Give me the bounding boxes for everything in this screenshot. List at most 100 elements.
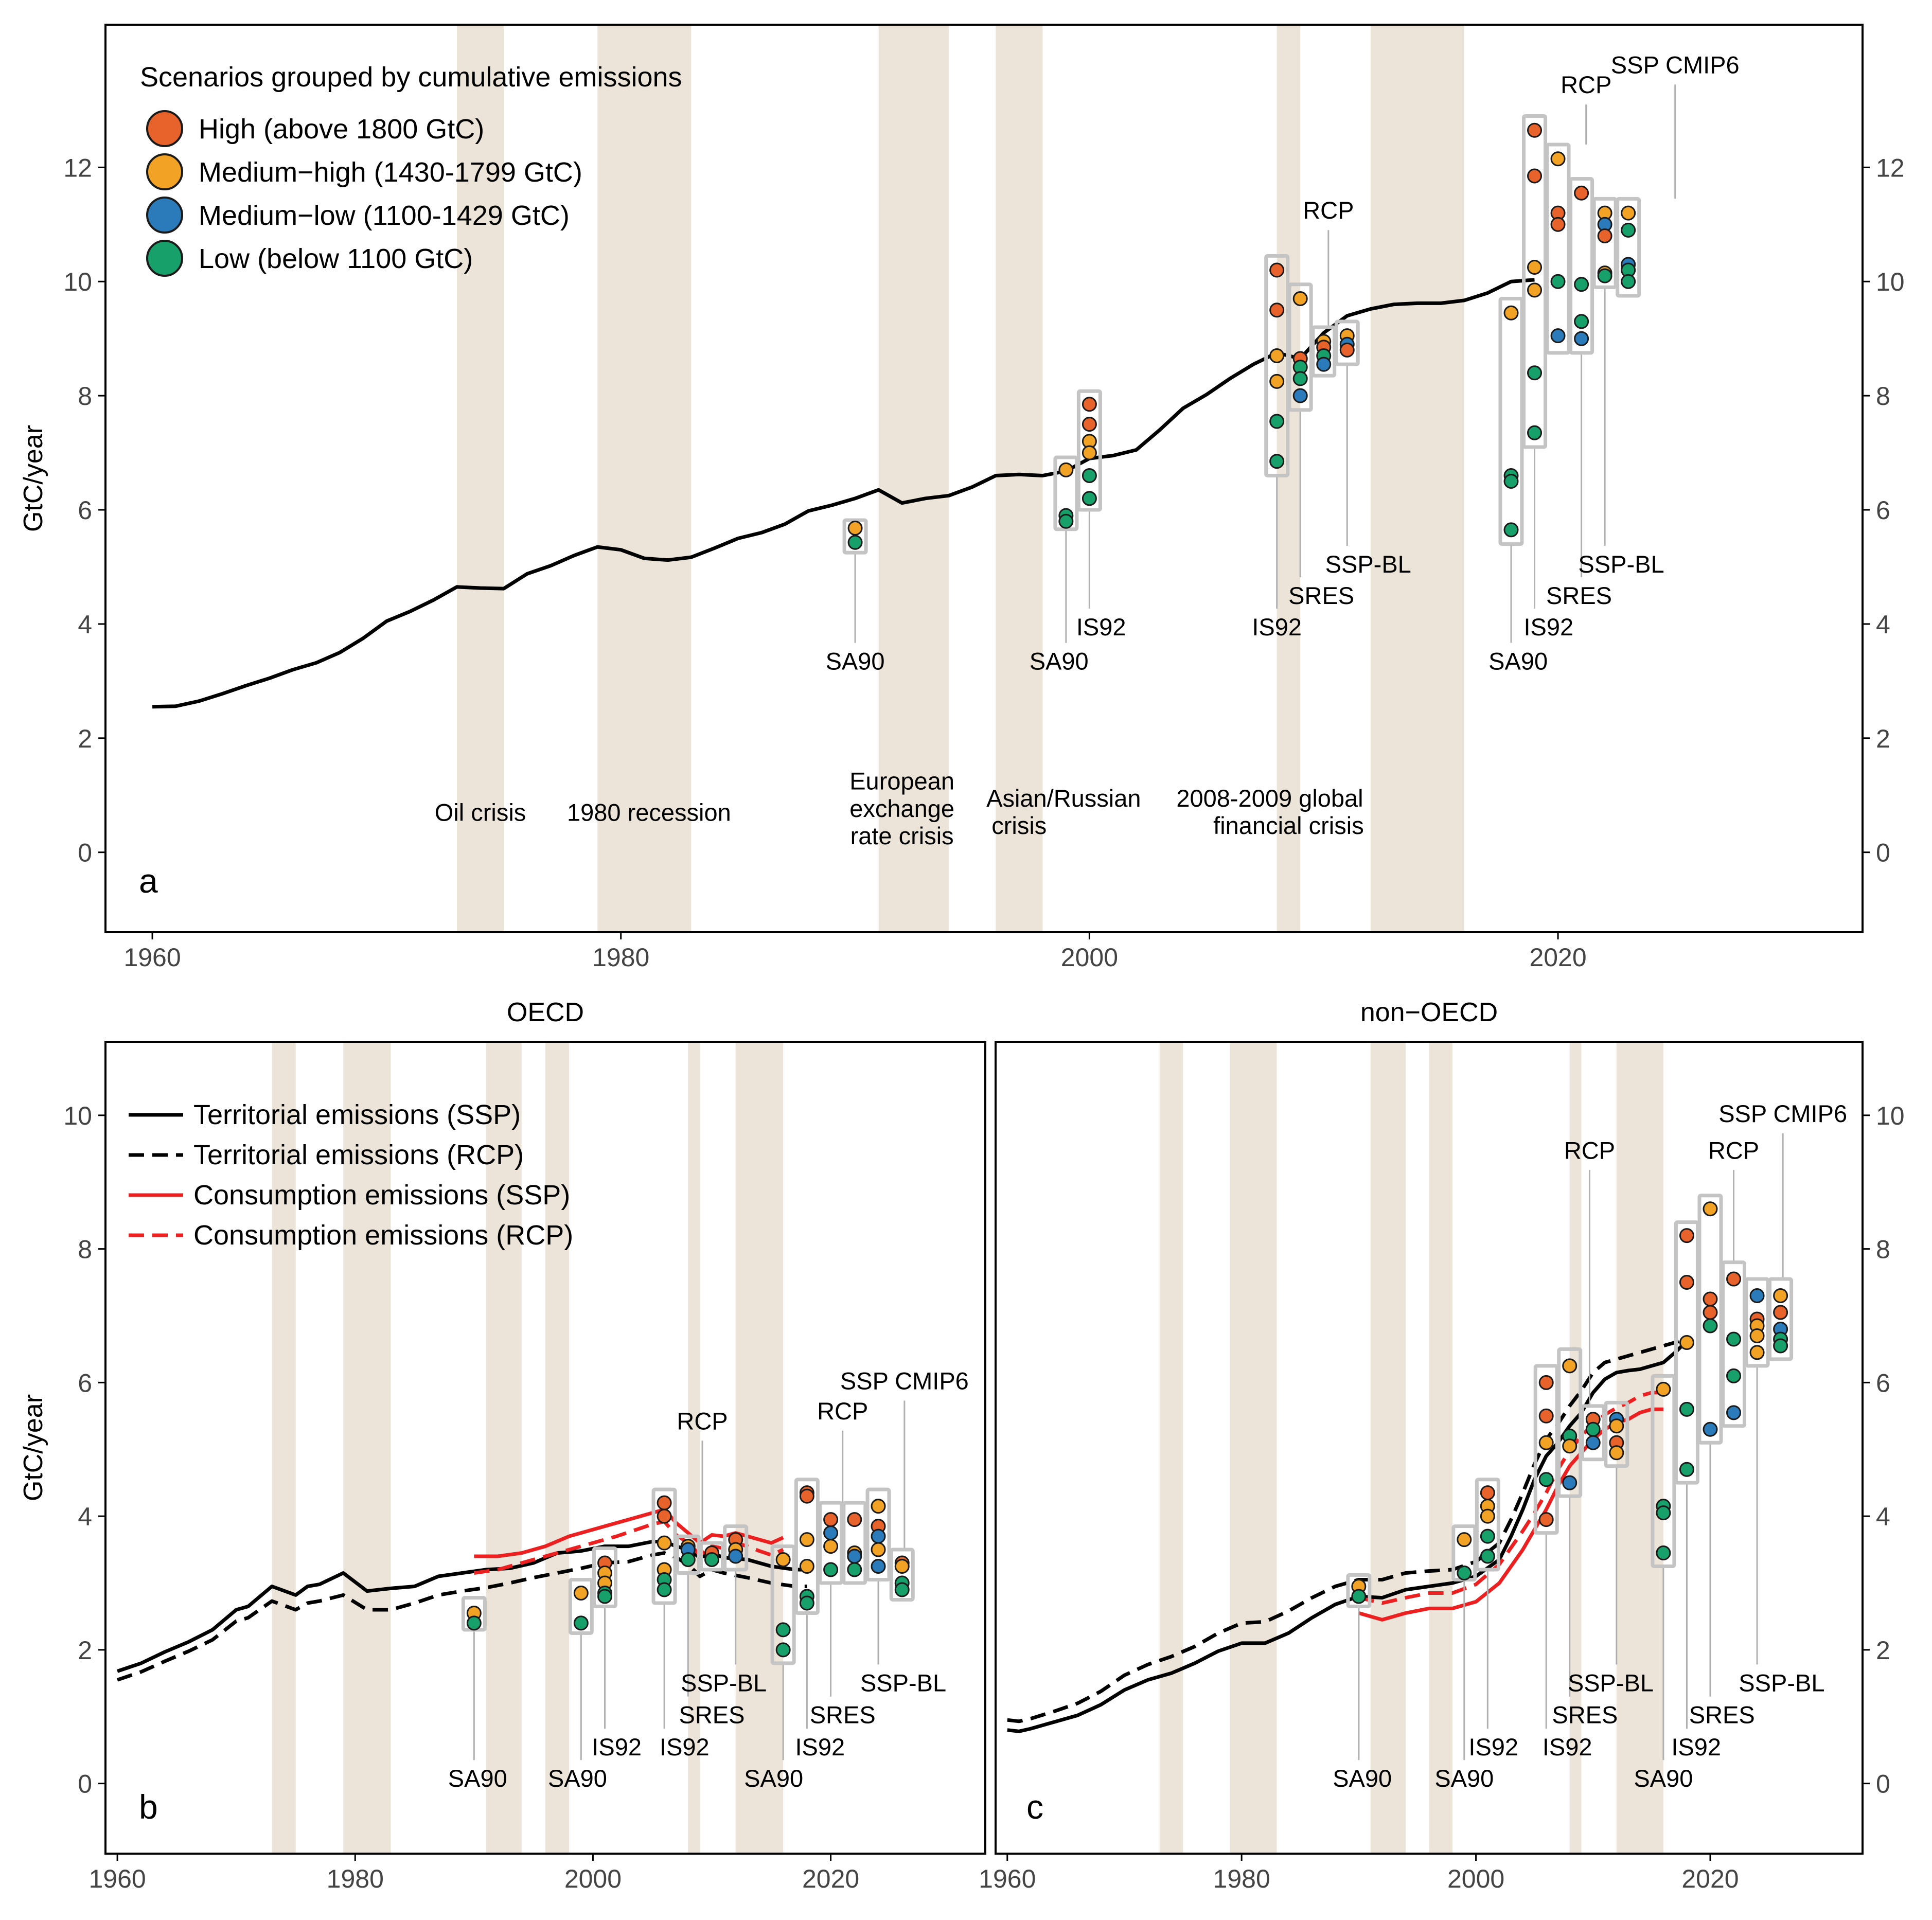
scenario-is92-point <box>1082 468 1097 483</box>
scenario-ssp-bl-point <box>1609 1445 1624 1461</box>
scenario-is92-point <box>1480 1549 1495 1564</box>
scenario-sres-point <box>1574 331 1589 346</box>
y-tick-label-right: 0 <box>1876 1770 1890 1799</box>
scenario-sa90-point <box>775 1622 791 1638</box>
scenario-sa90-label: SA90 <box>548 1765 607 1792</box>
scenario-rcp-box <box>1545 143 1571 355</box>
scenario-sa90-point <box>1503 474 1519 489</box>
scenario-ssp-bl-point <box>1597 268 1612 283</box>
scenario-ssp-cmip6-point <box>1621 274 1636 289</box>
panel-letter: a <box>139 862 158 900</box>
scenario-rcp-box <box>699 1541 725 1572</box>
panel-title: non−OECD <box>1360 998 1498 1027</box>
scenario-is92-box <box>1533 1364 1559 1535</box>
scenario-ssp-bl-point <box>871 1559 886 1574</box>
scenario-ssp-bl-point <box>871 1499 886 1514</box>
y-tick-label-right: 10 <box>1876 1101 1905 1130</box>
scenario-is92-point <box>1538 1375 1554 1390</box>
crisis-band-2 <box>1230 1042 1277 1854</box>
crisis-band-2 <box>343 1042 391 1854</box>
scenario-is92-point <box>799 1532 814 1548</box>
crisis-label: exchange <box>849 795 954 822</box>
scenario-is92-point <box>799 1559 814 1574</box>
y-tick-label: 4 <box>78 610 92 639</box>
crisis-band-2 <box>597 25 692 932</box>
scenario-sa90-point <box>775 1642 791 1658</box>
scenario-sres-point <box>1562 1475 1577 1490</box>
scenario-is92-point <box>1480 1528 1495 1544</box>
scenario-ssp-cmip6-point <box>1773 1288 1788 1304</box>
panel-letter: c <box>1026 1788 1043 1826</box>
scenario-is92-box <box>1674 1220 1699 1485</box>
scenario-is92-point <box>799 1595 814 1611</box>
scenario-sres-box <box>1287 282 1313 412</box>
y-tick-label: 2 <box>78 724 92 753</box>
y-tick-label: 6 <box>78 496 92 525</box>
scenario-sa90-point <box>1457 1532 1472 1548</box>
scenario-sres-point <box>680 1552 696 1568</box>
scenario-rcp-point <box>1550 217 1566 232</box>
scenario-sa90-point <box>1503 522 1519 538</box>
scenario-sres-label: SRES <box>1552 1701 1618 1729</box>
scenario-rcp-label: RCP <box>1708 1136 1759 1164</box>
plot-frame <box>104 1041 986 1855</box>
scenario-is92-point <box>657 1535 672 1551</box>
x-tick-label: 2000 <box>1061 943 1118 972</box>
scenario-is92-label: IS92 <box>660 1733 710 1761</box>
x-tick-label: 2020 <box>1681 1864 1739 1893</box>
scenario-sa90-box <box>1498 297 1524 546</box>
scenario-sres-point <box>1574 277 1589 292</box>
scenario-sa90-label: SA90 <box>826 648 885 675</box>
legend-label-territorial-emissions-ssp: Territorial emissions (SSP) <box>193 1099 521 1130</box>
scenario-sa90-label: SA90 <box>1634 1765 1693 1792</box>
scenario-rcp-box <box>1580 1404 1606 1462</box>
scenario-is92-box <box>794 1478 820 1615</box>
legend-swatch-high <box>146 110 183 147</box>
scenario-is92-point <box>1679 1401 1694 1417</box>
crisis-band-5 <box>1277 25 1301 932</box>
scenario-sres-point <box>823 1512 839 1527</box>
scenario-sres-box <box>818 1501 844 1585</box>
plot-frame <box>104 24 1864 933</box>
scenario-ssp-bl-label: SSP-BL <box>1325 550 1411 578</box>
scenario-is92-point <box>1538 1472 1554 1487</box>
scenario-is92-point <box>1082 397 1097 412</box>
crisis-band-1 <box>1159 1042 1183 1854</box>
scenario-ssp-cmip6-box <box>1616 197 1641 298</box>
scenario-is92-point <box>1679 1228 1694 1243</box>
scenario-sres-label: SRES <box>1288 582 1354 609</box>
crisis-band-6 <box>735 1042 784 1854</box>
scenario-is92-point <box>1538 1435 1554 1450</box>
plot-frame <box>995 1041 1864 1855</box>
crisis-band-3 <box>486 1042 522 1854</box>
scenario-is92-box <box>592 1546 618 1608</box>
scenario-ssp-bl-box <box>1592 197 1618 289</box>
crisis-label: 1980 recession <box>567 799 731 826</box>
scenario-is92-point <box>1082 491 1097 506</box>
scenario-is92-point <box>1269 303 1285 318</box>
scenario-sa90-label: SA90 <box>1333 1765 1392 1792</box>
crisis-label: Asian/Russian <box>986 785 1141 812</box>
scenario-ssp-cmip6-point <box>894 1582 910 1597</box>
scenario-ssp-bl-label: SSP-BL <box>1578 550 1664 578</box>
scenario-ssp-bl-point <box>871 1528 886 1544</box>
scenario-sres-point <box>1562 1438 1577 1454</box>
scenario-is92-box <box>1475 1478 1500 1572</box>
y-tick-label-right: 6 <box>1876 1368 1890 1397</box>
scenario-is92-point <box>1269 348 1285 363</box>
y-tick-label: 10 <box>63 1101 92 1130</box>
scenario-ssp-cmip6-box <box>1768 1277 1794 1361</box>
scenario-is92-point <box>799 1488 814 1504</box>
scenario-rcp-box <box>842 1501 867 1585</box>
legend-swatch-medium-high <box>146 153 183 190</box>
y-tick-label: 2 <box>78 1636 92 1665</box>
panel-letter: b <box>139 1788 158 1826</box>
legend-label-territorial-emissions-rcp: Territorial emissions (RCP) <box>193 1140 524 1170</box>
series-line-territorial-emissions-rcp <box>116 1551 807 1682</box>
scenario-ssp-cmip6-point <box>1621 222 1636 238</box>
scenario-ssp-bl-point <box>1609 1418 1624 1434</box>
scenario-ssp-bl-label: SSP-BL <box>1739 1669 1824 1696</box>
scenario-is92-label: IS92 <box>1543 1733 1592 1761</box>
scenario-sres-label: SRES <box>1689 1701 1755 1729</box>
scenario-rcp-point <box>1726 1368 1742 1383</box>
